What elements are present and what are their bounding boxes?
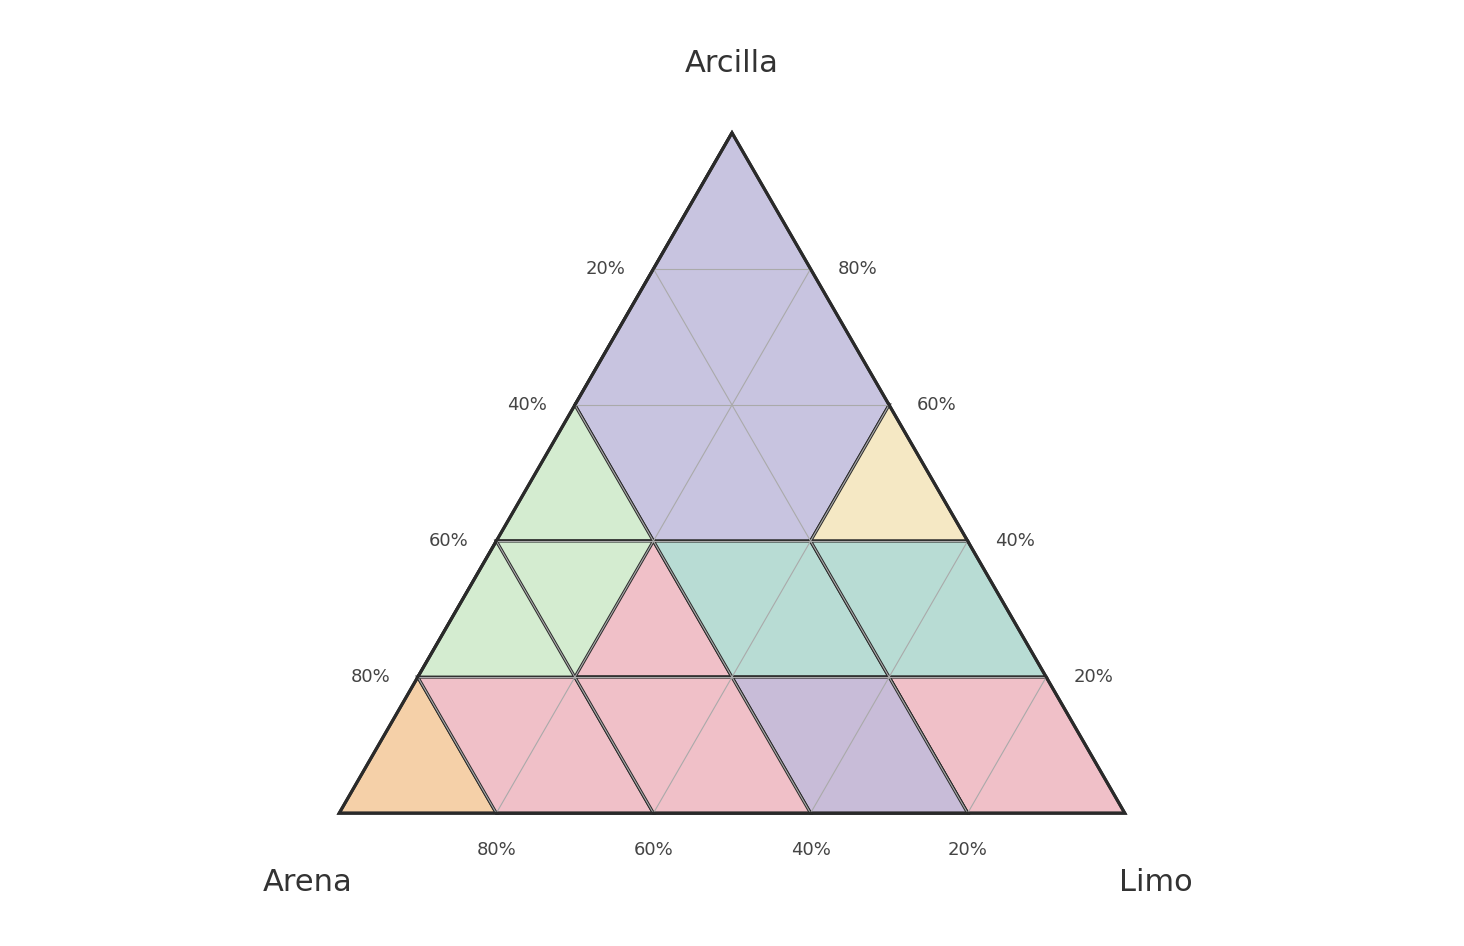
Polygon shape xyxy=(417,541,653,677)
Text: 40%: 40% xyxy=(996,532,1035,550)
Text: 80%: 80% xyxy=(476,841,517,859)
Text: Arcilla: Arcilla xyxy=(685,49,779,78)
Polygon shape xyxy=(811,405,968,541)
Text: Arena: Arena xyxy=(264,868,353,897)
Text: 20%: 20% xyxy=(947,841,988,859)
Text: 40%: 40% xyxy=(791,841,830,859)
Polygon shape xyxy=(653,541,889,677)
Polygon shape xyxy=(575,132,889,541)
Polygon shape xyxy=(417,541,653,814)
Text: 60%: 60% xyxy=(916,396,956,414)
Text: 60%: 60% xyxy=(634,841,673,859)
Text: 20%: 20% xyxy=(586,260,627,278)
Polygon shape xyxy=(575,132,889,541)
Text: Limo: Limo xyxy=(1120,868,1193,897)
Polygon shape xyxy=(732,677,968,814)
Polygon shape xyxy=(496,541,732,677)
Polygon shape xyxy=(889,677,1124,814)
Text: 40%: 40% xyxy=(508,396,548,414)
Polygon shape xyxy=(575,677,811,814)
Text: 80%: 80% xyxy=(837,260,878,278)
Polygon shape xyxy=(732,677,968,814)
Polygon shape xyxy=(811,541,1047,677)
Polygon shape xyxy=(340,677,496,814)
Polygon shape xyxy=(496,405,653,541)
Text: 20%: 20% xyxy=(1073,668,1114,686)
Polygon shape xyxy=(417,677,653,814)
Polygon shape xyxy=(575,677,811,814)
Text: 80%: 80% xyxy=(350,668,391,686)
Text: 60%: 60% xyxy=(429,532,468,550)
